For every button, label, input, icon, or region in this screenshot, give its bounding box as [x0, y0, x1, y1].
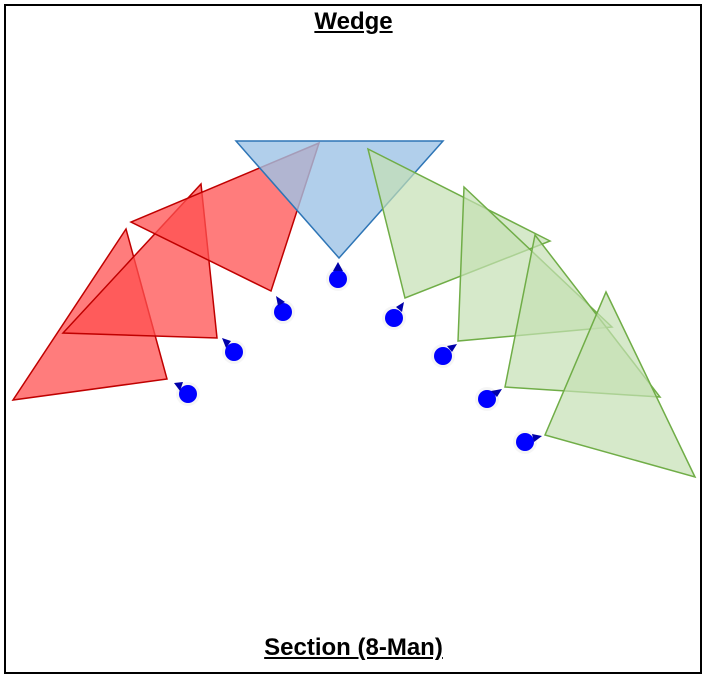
soldier-1 [174, 382, 200, 406]
soldier-6 [431, 344, 457, 368]
soldier-5 [382, 302, 406, 330]
soldier-3 [271, 296, 295, 324]
diagram-caption: Section (8-Man) [264, 634, 443, 661]
soldiers [174, 262, 542, 454]
soldier-8 [513, 430, 542, 454]
soldier-2 [222, 338, 246, 364]
sector-right-4 [543, 290, 697, 479]
soldier-7 [475, 387, 502, 411]
soldier-4 [326, 262, 350, 291]
right-sectors [366, 147, 697, 479]
diagram-title: Wedge [314, 8, 393, 35]
